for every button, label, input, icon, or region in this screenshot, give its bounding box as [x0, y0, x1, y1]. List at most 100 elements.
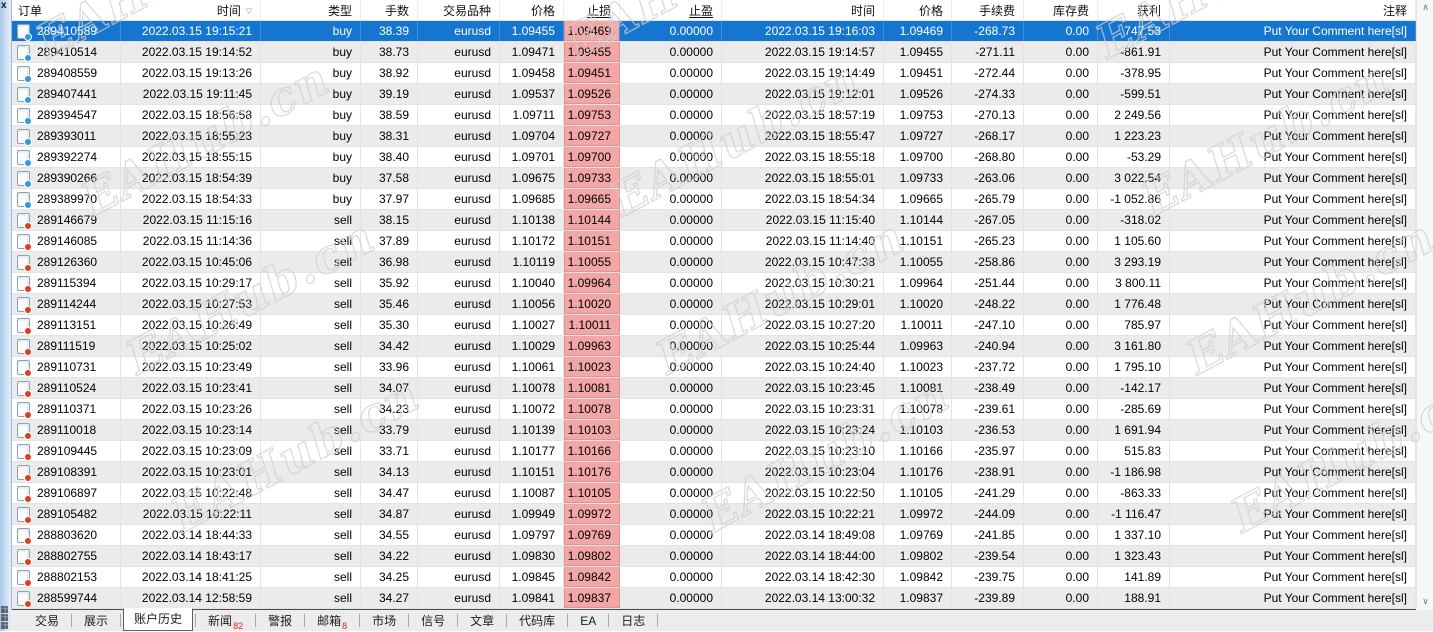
cell-price_close: 1.10011	[884, 315, 952, 335]
tab-mailbox[interactable]: 邮箱8	[307, 611, 357, 631]
history-row[interactable]: 289108391 2022.03.15 10:23:01 sell 34.13 eur…	[11, 462, 1416, 483]
cell-time_open: 2022.03.15 10:23:49	[121, 357, 261, 377]
history-row[interactable]: 288802153 2022.03.14 18:41:25 sell 34.25 eur…	[11, 567, 1416, 588]
history-row[interactable]: 289410514 2022.03.15 19:14:52 buy 38.73 euru…	[11, 42, 1416, 63]
history-row[interactable]: 289146679 2022.03.15 11:15:16 sell 38.15 eur…	[11, 210, 1416, 231]
cell-commission: -248.22	[952, 294, 1024, 314]
cell-time_open: 2022.03.15 10:23:09	[121, 441, 261, 461]
history-row[interactable]: 289114244 2022.03.15 10:27:53 sell 35.46 eur…	[11, 294, 1416, 315]
history-row[interactable]: 288599744 2022.03.14 12:58:59 sell 34.27 eur…	[11, 588, 1416, 609]
history-row[interactable]: 289105482 2022.03.15 10:22:11 sell 34.87 eur…	[11, 504, 1416, 525]
cell-lots: 34.07	[361, 378, 418, 398]
tab-separator	[195, 614, 197, 627]
history-row[interactable]: 289407441 2022.03.15 19:11:45 buy 39.19 euru…	[11, 84, 1416, 105]
column-header-type[interactable]: 类型	[261, 0, 361, 20]
cell-profit: 2 249.56	[1098, 105, 1170, 125]
tab-codebase[interactable]: 代码库	[509, 611, 565, 631]
scroll-up-icon[interactable]: ∧	[1422, 2, 1429, 12]
column-header-order[interactable]: 订单	[11, 0, 121, 20]
history-row[interactable]: 288803620 2022.03.14 18:44:33 sell 34.55 eur…	[11, 525, 1416, 546]
close-icon[interactable]: x	[1, 0, 7, 11]
tab-ea[interactable]: EA	[570, 611, 606, 631]
tab-alerts[interactable]: 警报	[258, 611, 302, 631]
history-row[interactable]: 289110018 2022.03.15 10:23:14 sell 33.79 eur…	[11, 420, 1416, 441]
column-header-tp[interactable]: 止盈	[620, 0, 722, 20]
scroll-down-icon[interactable]: ∨	[1422, 596, 1429, 606]
history-row[interactable]: 289389970 2022.03.15 18:54:33 buy 37.97 euru…	[11, 189, 1416, 210]
cell-symbol: eurusd	[418, 294, 500, 314]
history-row[interactable]: 289109445 2022.03.15 10:23:09 sell 33.71 eur…	[11, 441, 1416, 462]
history-row[interactable]: 289146085 2022.03.15 11:14:36 sell 37.89 eur…	[11, 231, 1416, 252]
cell-lots: 35.46	[361, 294, 418, 314]
column-header-time_open[interactable]: 时间 ▽	[121, 0, 261, 20]
history-row-selected[interactable]: 289410589 2022.03.15 19:15:21 buy 38.39 euru…	[11, 21, 1416, 42]
tab-trade[interactable]: 交易	[25, 611, 69, 631]
cell-price_close: 1.10105	[884, 483, 952, 503]
history-row[interactable]: 289110524 2022.03.15 10:23:41 sell 34.07 eur…	[11, 378, 1416, 399]
tab-account-history[interactable]: 账户历史	[123, 608, 194, 631]
cell-sl: 1.09665	[564, 189, 620, 209]
cell-price_open: 1.10078	[500, 378, 564, 398]
tab-signals[interactable]: 信号	[411, 611, 455, 631]
column-header-comment[interactable]: 注释	[1170, 0, 1416, 20]
history-row[interactable]: 289393011 2022.03.15 18:55:23 buy 38.31 euru…	[11, 126, 1416, 147]
column-header-price_open[interactable]: 价格	[500, 0, 564, 20]
vertical-scrollbar[interactable]: ∧ ∨	[1416, 0, 1433, 610]
column-header-symbol[interactable]: 交易品种	[418, 0, 500, 20]
cell-commission: -238.91	[952, 462, 1024, 482]
history-row[interactable]: 289110371 2022.03.15 10:23:26 sell 34.23 eur…	[11, 399, 1416, 420]
column-header-time_close[interactable]: 时间	[722, 0, 884, 20]
cell-order: 289105482	[11, 504, 121, 524]
history-row[interactable]: 288802755 2022.03.14 18:43:17 sell 34.22 eur…	[11, 546, 1416, 567]
column-header-price_close[interactable]: 价格	[884, 0, 952, 20]
column-header-commission[interactable]: 手续费	[952, 0, 1024, 20]
history-row[interactable]: 289126360 2022.03.15 10:45:06 sell 36.98 eur…	[11, 252, 1416, 273]
column-header-sl[interactable]: 止损	[564, 0, 620, 20]
order-number: 289110731	[37, 360, 97, 374]
cell-type: buy	[261, 42, 361, 62]
cell-order: 289394547	[11, 105, 121, 125]
cell-commission: -244.09	[952, 504, 1024, 524]
cell-sl: 1.10176	[564, 462, 620, 482]
history-row[interactable]: 289115394 2022.03.15 10:29:17 sell 35.92 eur…	[11, 273, 1416, 294]
cell-lots: 34.87	[361, 504, 418, 524]
cell-time_close: 2022.03.15 10:23:24	[722, 420, 884, 440]
tab-exposure[interactable]: 展示	[74, 611, 118, 631]
history-row[interactable]: 289394547 2022.03.15 18:56:58 buy 38.59 euru…	[11, 105, 1416, 126]
sell-order-icon	[17, 464, 32, 482]
history-row[interactable]: 289392274 2022.03.15 18:55:15 buy 38.40 euru…	[11, 147, 1416, 168]
cell-comment: Put Your Comment here[sl]	[1170, 189, 1416, 209]
cell-profit: -318.02	[1098, 210, 1170, 230]
tab-articles[interactable]: 文章	[460, 611, 504, 631]
cell-swap: 0.00	[1024, 378, 1098, 398]
cell-commission: -239.61	[952, 399, 1024, 419]
history-row[interactable]: 289110731 2022.03.15 10:23:49 sell 33.96 eur…	[11, 357, 1416, 378]
column-header-profit[interactable]: 获利	[1098, 0, 1170, 20]
buy-order-icon	[17, 86, 32, 104]
cell-symbol: eurusd	[418, 105, 500, 125]
cell-commission: -274.33	[952, 84, 1024, 104]
cell-price_close: 1.10081	[884, 378, 952, 398]
history-row[interactable]: 289113151 2022.03.15 10:26:49 sell 35.30 eur…	[11, 315, 1416, 336]
cell-sl: 1.09802	[564, 546, 620, 566]
cell-price_close: 1.09769	[884, 525, 952, 545]
cell-lots: 37.97	[361, 189, 418, 209]
cell-profit: 1 223.23	[1098, 126, 1170, 146]
column-header-swap[interactable]: 库存费	[1024, 0, 1098, 20]
cell-sl: 1.09733	[564, 168, 620, 188]
tab-journal[interactable]: 日志	[611, 611, 655, 631]
tab-news[interactable]: 新闻82	[198, 611, 253, 631]
column-header-lots[interactable]: 手数	[361, 0, 418, 20]
history-row[interactable]: 289106897 2022.03.15 10:22:48 sell 34.47 eur…	[11, 483, 1416, 504]
cell-symbol: eurusd	[418, 441, 500, 461]
cell-price_close: 1.09727	[884, 126, 952, 146]
tab-market[interactable]: 市场	[362, 611, 406, 631]
cell-symbol: eurusd	[418, 546, 500, 566]
cell-swap: 0.00	[1024, 231, 1098, 251]
history-row[interactable]: 289390266 2022.03.15 18:54:39 buy 37.58 euru…	[11, 168, 1416, 189]
cell-price_close: 1.10103	[884, 420, 952, 440]
history-row[interactable]: 289408559 2022.03.15 19:13:26 buy 38.92 euru…	[11, 63, 1416, 84]
history-row[interactable]: 289111519 2022.03.15 10:25:02 sell 34.42 eur…	[11, 336, 1416, 357]
order-number: 289407441	[37, 87, 98, 101]
cell-order: 289389970	[11, 189, 121, 209]
